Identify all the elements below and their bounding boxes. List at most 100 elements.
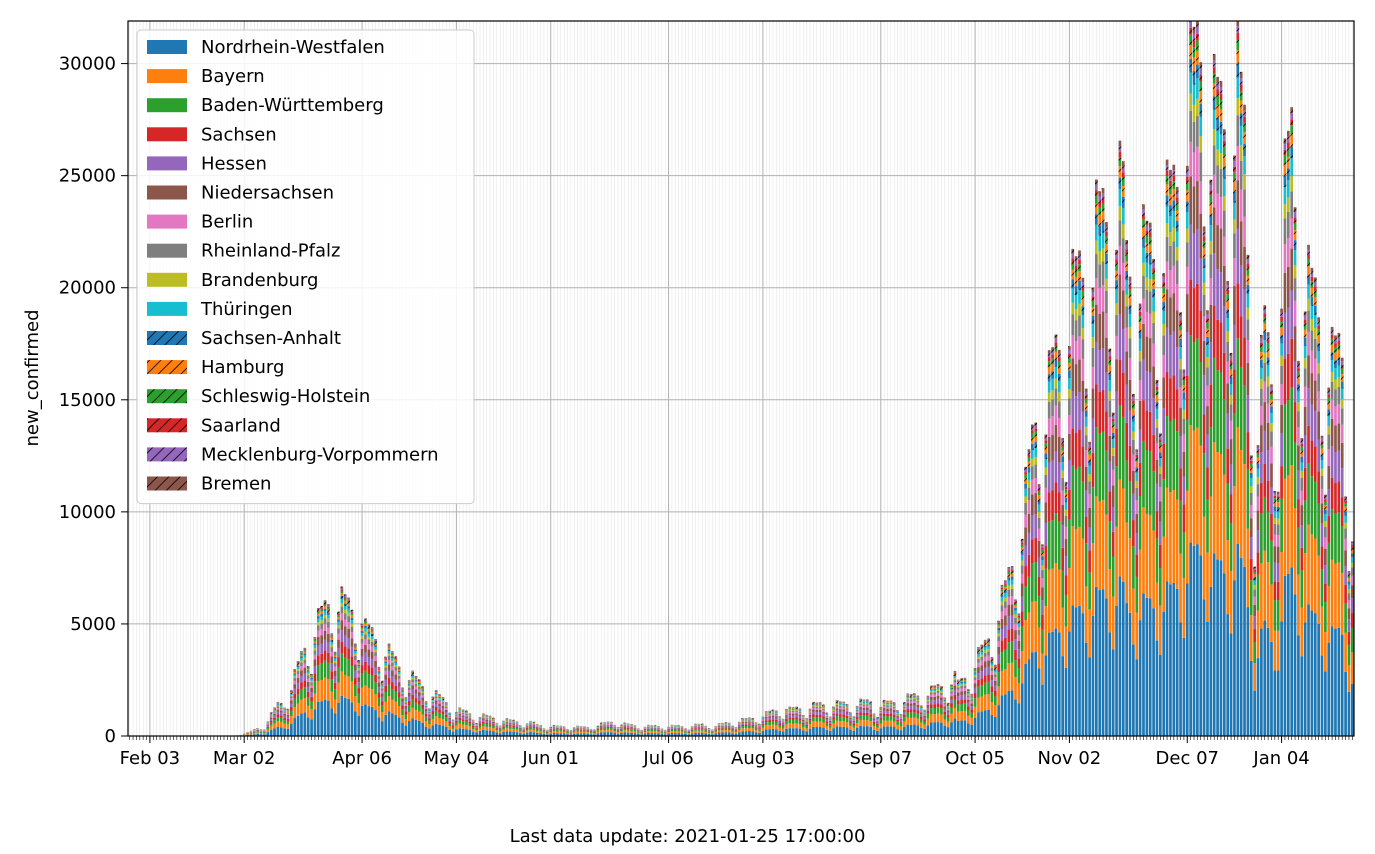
bar-segment bbox=[405, 704, 408, 706]
bar-segment-hatch bbox=[310, 676, 313, 677]
bar-segment bbox=[381, 701, 384, 705]
bar-segment bbox=[401, 709, 404, 715]
bar-segment bbox=[263, 732, 266, 733]
bar-segment bbox=[297, 669, 300, 671]
bar-segment bbox=[563, 729, 566, 730]
bar-segment bbox=[357, 716, 360, 736]
bar-segment-hatch bbox=[940, 689, 943, 690]
bar-segment bbox=[927, 703, 930, 705]
bar-segment bbox=[381, 687, 384, 688]
bar-segment bbox=[782, 725, 785, 726]
bar-segment bbox=[253, 732, 256, 733]
bar-segment bbox=[320, 644, 323, 654]
bar-segment bbox=[782, 729, 785, 732]
bar-segment bbox=[748, 731, 751, 736]
bar-segment bbox=[506, 725, 509, 726]
bar-segment bbox=[573, 731, 576, 732]
bar-segment-hatch bbox=[327, 608, 330, 610]
bar-segment bbox=[300, 689, 303, 700]
bar-segment bbox=[859, 705, 862, 707]
bar-segment-hatch bbox=[415, 677, 418, 678]
bar-segment bbox=[300, 713, 303, 736]
bar-segment bbox=[799, 724, 802, 728]
bar-segment bbox=[906, 703, 909, 706]
bar-segment bbox=[452, 723, 455, 724]
bar-segment bbox=[893, 715, 896, 718]
bar-segment bbox=[512, 726, 515, 727]
bar-segment bbox=[374, 661, 377, 667]
bar-segment-hatch bbox=[836, 701, 839, 702]
bar-segment-hatch bbox=[351, 611, 354, 612]
bar-segment bbox=[788, 711, 791, 712]
bar-segment-hatch bbox=[836, 702, 839, 703]
bar-segment-hatch bbox=[374, 642, 377, 643]
bar-segment bbox=[869, 708, 872, 710]
bar-segment-hatch bbox=[337, 613, 340, 614]
bar-segment bbox=[539, 730, 542, 731]
bar-segment bbox=[364, 685, 367, 704]
bar-segment bbox=[869, 727, 872, 736]
bar-segment bbox=[280, 727, 283, 736]
bar-segment bbox=[297, 678, 300, 683]
bar-segment bbox=[795, 711, 798, 712]
bar-segment bbox=[300, 666, 303, 670]
bar-segment bbox=[920, 723, 923, 728]
bar-segment-hatch bbox=[341, 587, 344, 588]
bar-segment bbox=[916, 711, 919, 714]
bar-segment bbox=[805, 720, 808, 721]
bar-segment bbox=[721, 725, 724, 726]
bar-segment bbox=[893, 707, 896, 708]
bar-segment bbox=[472, 723, 475, 724]
bar-segment bbox=[721, 727, 724, 728]
bar-segment bbox=[940, 692, 943, 693]
bar-segment bbox=[768, 714, 771, 715]
bar-segment bbox=[768, 713, 771, 714]
bar-segment bbox=[273, 720, 276, 724]
bar-segment bbox=[873, 719, 876, 721]
bar-segment bbox=[842, 708, 845, 710]
bar-segment bbox=[327, 622, 330, 628]
bar-segment bbox=[431, 702, 434, 704]
bar-segment-hatch bbox=[772, 711, 775, 712]
bar-segment bbox=[640, 733, 643, 734]
bar-segment bbox=[378, 692, 381, 697]
bar-segment bbox=[539, 728, 542, 729]
bar-segment bbox=[330, 652, 333, 657]
bar-segment bbox=[704, 730, 707, 731]
bar-segment bbox=[930, 692, 933, 694]
bar-segment-hatch bbox=[347, 606, 350, 609]
bar-segment-hatch bbox=[421, 689, 424, 690]
bar-segment bbox=[677, 731, 680, 733]
bar-segment bbox=[421, 701, 424, 705]
bar-segment bbox=[933, 708, 936, 714]
bar-segment bbox=[364, 671, 367, 686]
bar-segment bbox=[762, 722, 765, 723]
bar-segment bbox=[435, 716, 438, 723]
bar-segment bbox=[495, 729, 498, 731]
bar-segment bbox=[425, 707, 428, 709]
bar-segment bbox=[576, 729, 579, 730]
bar-segment bbox=[647, 728, 650, 729]
bar-segment-hatch bbox=[394, 660, 397, 662]
bar-segment bbox=[559, 730, 562, 731]
bar-segment bbox=[556, 729, 559, 730]
bar-segment bbox=[411, 708, 414, 719]
bar-segment-hatch bbox=[388, 645, 391, 646]
bar-segment bbox=[415, 683, 418, 684]
bar-segment bbox=[812, 727, 815, 736]
bar-segment bbox=[391, 663, 394, 667]
bar-segment bbox=[896, 713, 899, 714]
bar-segment bbox=[906, 706, 909, 709]
bar-segment bbox=[509, 725, 512, 726]
bar-segment bbox=[896, 720, 899, 722]
bar-segment bbox=[287, 715, 290, 717]
bar-segment bbox=[371, 642, 374, 647]
bar-segment bbox=[367, 637, 370, 640]
bar-segment-hatch bbox=[819, 704, 822, 705]
bar-segment bbox=[297, 683, 300, 689]
bar-segment bbox=[920, 711, 923, 712]
bar-segment bbox=[533, 727, 536, 728]
bar-segment bbox=[287, 712, 290, 713]
bar-segment bbox=[297, 674, 300, 678]
bar-segment bbox=[839, 705, 842, 706]
